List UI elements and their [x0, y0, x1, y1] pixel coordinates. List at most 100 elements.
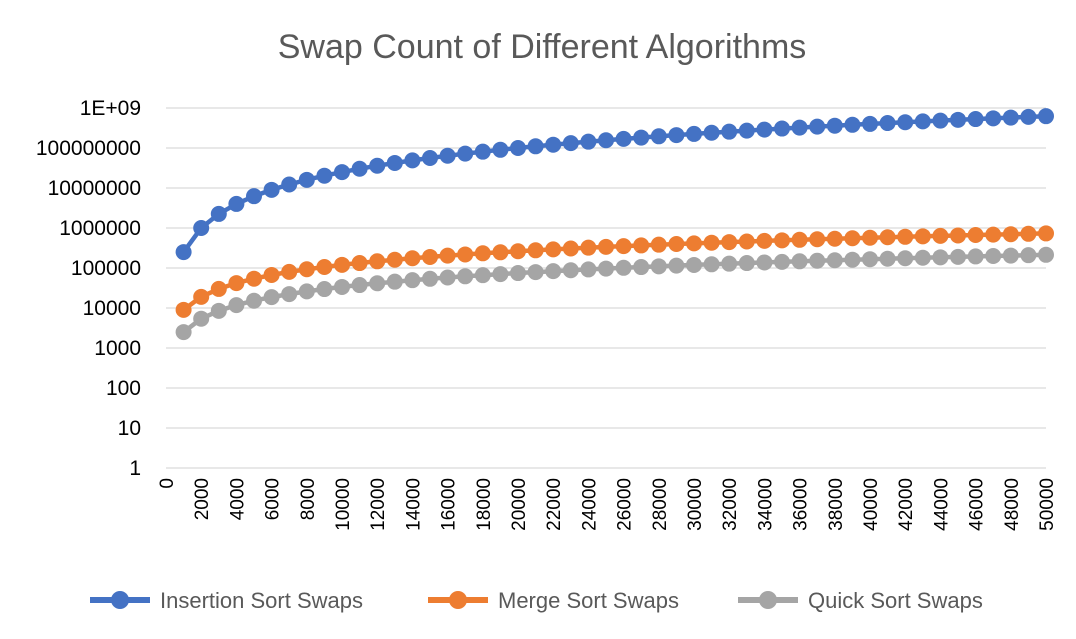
data-point [598, 132, 614, 149]
data-point [439, 147, 456, 164]
y-tick-label: 1E+09 [80, 97, 141, 120]
data-point [1002, 247, 1019, 264]
x-tick-label: 22000 [544, 478, 565, 531]
data-point [439, 247, 456, 264]
data-point [562, 240, 579, 257]
data-point [422, 248, 438, 265]
data-point [826, 252, 843, 269]
legend-label: Quick Sort Swaps [808, 588, 983, 613]
data-point [967, 248, 984, 265]
data-point [228, 297, 245, 314]
data-point [1020, 225, 1037, 242]
data-point [668, 257, 685, 274]
data-point [580, 133, 597, 150]
data-point [474, 143, 491, 160]
data-point [351, 255, 368, 272]
data-point [580, 261, 597, 278]
x-tick-label: 50000 [1037, 478, 1058, 531]
data-point [422, 270, 438, 287]
gridlines [166, 107, 1046, 469]
data-point [633, 259, 650, 276]
data-point [404, 152, 421, 169]
data-point [457, 145, 474, 162]
legend: Insertion Sort Swaps Merge Sort Swaps Quic… [90, 588, 983, 613]
data-point [281, 176, 298, 193]
x-tick-label: 30000 [685, 478, 706, 531]
data-point [650, 128, 667, 145]
data-point [932, 227, 949, 244]
data-point [351, 160, 368, 177]
x-tick-label: 42000 [896, 478, 917, 531]
data-point [193, 288, 210, 305]
x-tick-label: 48000 [1002, 478, 1023, 531]
data-point [545, 136, 562, 153]
data-point [474, 267, 491, 284]
x-tick-label: 46000 [967, 478, 988, 531]
data-point [703, 256, 720, 273]
data-point [774, 253, 790, 270]
x-tick-label: 26000 [615, 478, 636, 531]
legend-label: Insertion Sort Swaps [160, 588, 363, 613]
data-point [263, 266, 280, 283]
series-2 [175, 246, 1054, 341]
data-point [334, 256, 350, 273]
data-point [703, 124, 720, 141]
data-point [598, 260, 614, 277]
data-point [281, 263, 298, 280]
data-point [474, 245, 491, 262]
data-point [774, 120, 790, 137]
x-tick-label: 24000 [579, 478, 600, 531]
data-point [879, 250, 896, 267]
data-point [862, 115, 878, 132]
data-point [826, 230, 843, 247]
data-point [527, 242, 544, 259]
y-tick-label: 1 [129, 457, 141, 480]
y-tick-label: 100000000 [36, 137, 141, 160]
data-point [334, 278, 350, 295]
data-point [879, 115, 896, 132]
series-1 [175, 225, 1054, 318]
data-point [1002, 109, 1019, 126]
x-tick-label: 20000 [509, 478, 530, 531]
data-point [510, 243, 526, 260]
data-point [809, 118, 826, 135]
data-point [457, 246, 474, 263]
data-point [950, 227, 966, 244]
data-point [228, 275, 245, 292]
data-point [316, 258, 333, 275]
data-point [1020, 247, 1037, 264]
data-point [298, 283, 315, 300]
x-tick-label: 44000 [931, 478, 952, 531]
data-point [386, 251, 403, 268]
data-point [756, 121, 773, 138]
data-point [175, 244, 192, 261]
legend-swatch-marker [449, 591, 467, 609]
data-point [210, 280, 227, 297]
x-tick-label: 38000 [826, 478, 847, 531]
data-point [263, 181, 280, 198]
data-point [703, 234, 720, 251]
data-point [950, 248, 966, 265]
data-point [633, 237, 650, 254]
x-tick-label: 40000 [861, 478, 882, 531]
x-tick-label: 8000 [298, 478, 319, 520]
data-point [316, 167, 333, 184]
data-point [527, 138, 544, 155]
data-point [492, 244, 509, 261]
data-point [510, 265, 526, 282]
data-point [369, 253, 386, 270]
data-point [562, 262, 579, 279]
x-tick-label: 6000 [263, 478, 284, 520]
data-point [721, 123, 738, 140]
x-tick-label: 32000 [720, 478, 741, 531]
y-tick-label: 1000000 [59, 217, 141, 240]
data-point [1002, 226, 1019, 243]
data-point [615, 259, 632, 276]
data-point [650, 258, 667, 275]
x-tick-label: 28000 [650, 478, 671, 531]
data-point [1038, 246, 1054, 263]
data-point [950, 111, 966, 128]
data-point [633, 129, 650, 146]
